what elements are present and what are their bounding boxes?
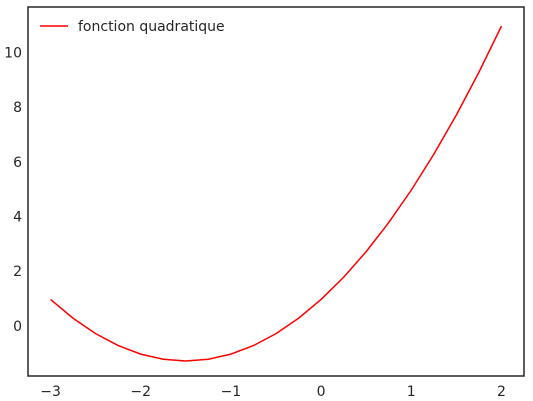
x-tick-label: 2 — [497, 384, 506, 400]
x-tick-label: −1 — [221, 384, 242, 400]
x-axis-ticks: −3 −2 −1 0 1 2 — [40, 384, 506, 400]
y-tick-label: 2 — [13, 264, 22, 280]
y-axis-ticks: 0 2 4 6 8 10 — [4, 45, 22, 334]
plot-area — [28, 7, 524, 376]
y-tick-label: 8 — [13, 100, 22, 116]
y-tick-label: 10 — [4, 45, 22, 61]
x-tick-label: 0 — [317, 384, 326, 400]
plot-frame — [28, 7, 524, 376]
y-tick-label: 6 — [13, 155, 22, 171]
y-tick-label: 4 — [13, 209, 22, 225]
legend-label: fonction quadratique — [78, 19, 225, 35]
x-tick-label: −3 — [40, 384, 61, 400]
x-tick-label: 1 — [407, 384, 416, 400]
y-tick-label: 0 — [13, 319, 22, 335]
x-tick-label: −2 — [130, 384, 151, 400]
